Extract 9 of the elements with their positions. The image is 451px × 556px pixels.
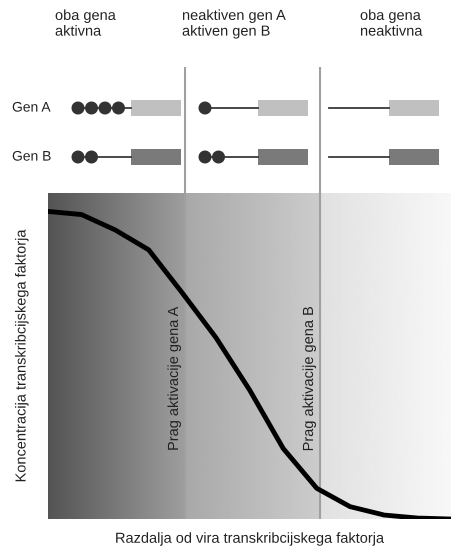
text: Gen A <box>12 102 51 112</box>
annotation: Prag aktivacije gena B <box>302 307 316 450</box>
text: Gen B <box>12 150 51 161</box>
text: oba gena neaktivna <box>360 9 422 36</box>
text: neaktiven gen A aktiven gen B <box>182 9 286 39</box>
x-axis-title: Razdalja od vira transkribcijskega faktorja <box>116 532 384 546</box>
y-axis-title: Koncentracija transkribcijskega faktorja <box>14 230 29 482</box>
annotation: Prag aktivacije gena A <box>167 306 181 450</box>
text: oba gena aktivna <box>56 9 116 36</box>
